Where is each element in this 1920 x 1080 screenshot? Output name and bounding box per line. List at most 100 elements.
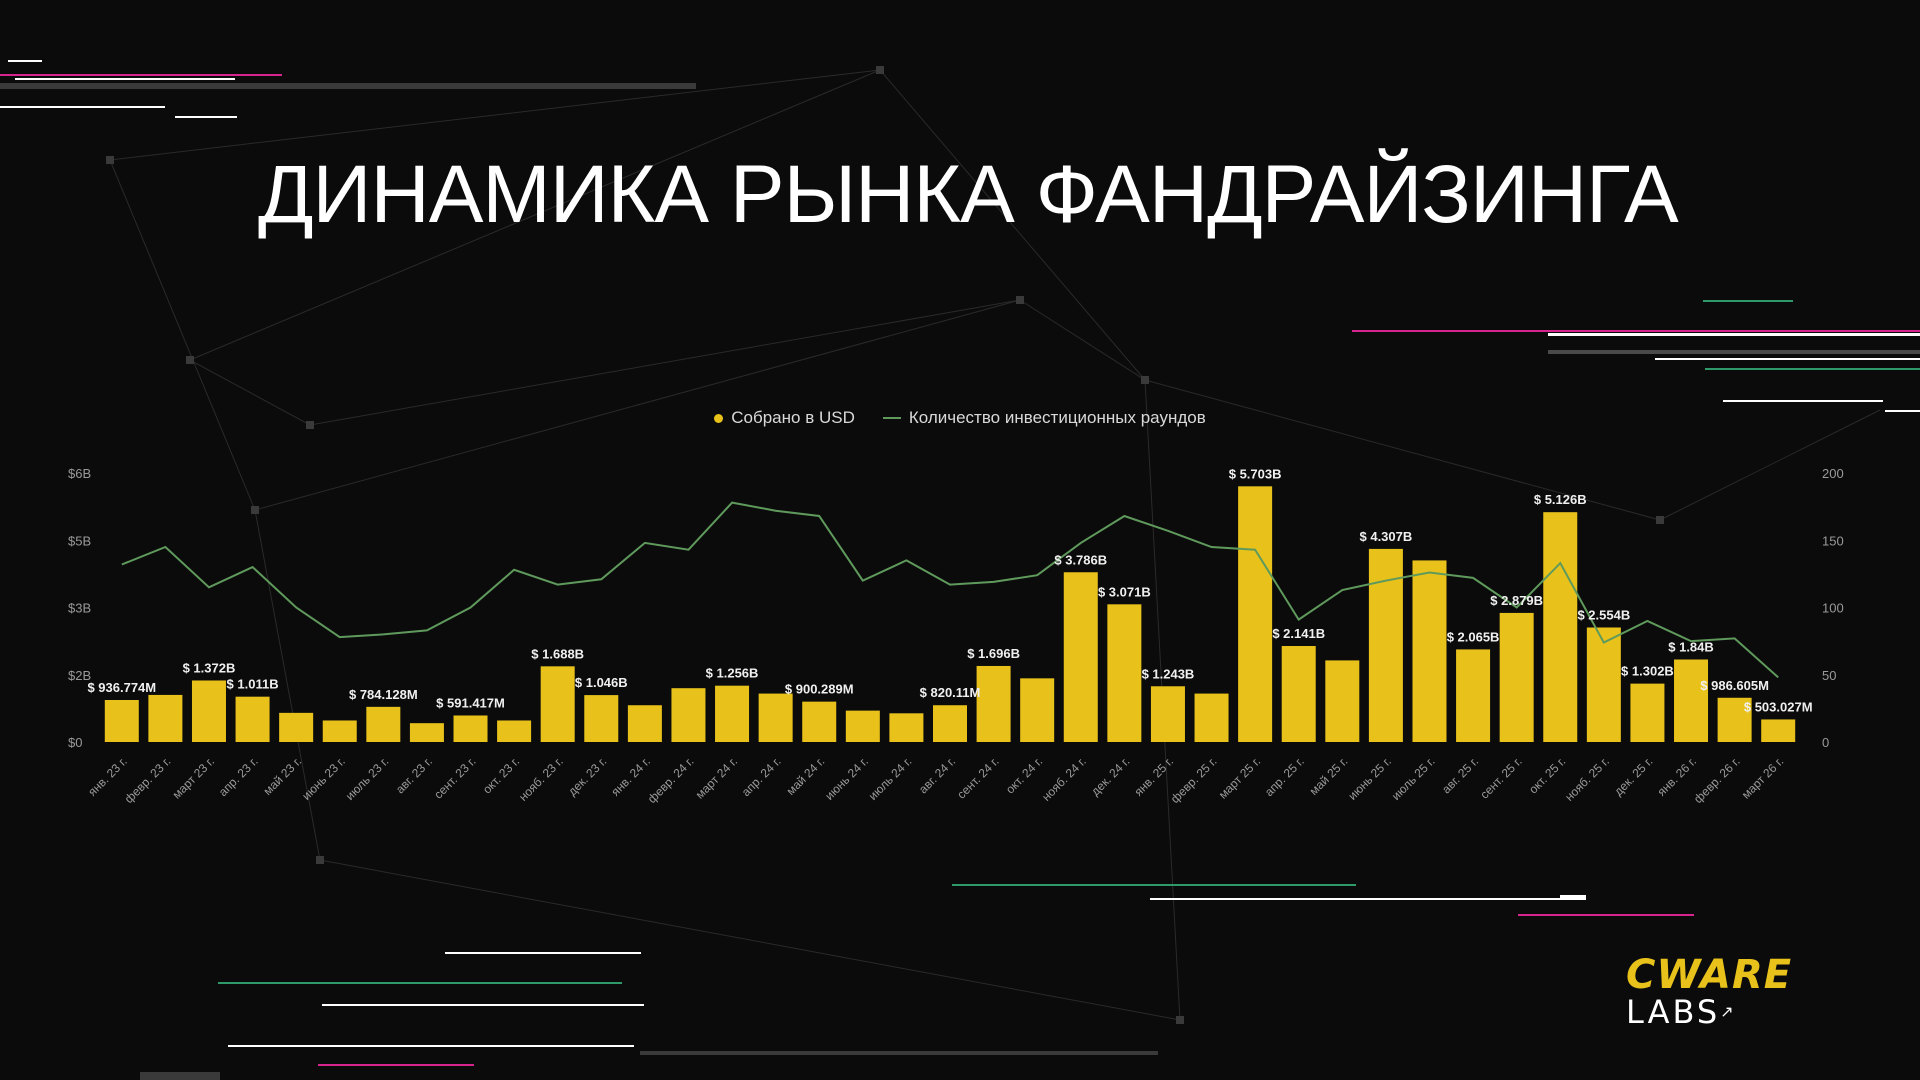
bar [497,720,532,742]
x-tick-label: окт. 25 г. [1526,754,1568,796]
x-tick-label: сент. 25 г. [1477,754,1524,801]
bar-data-label: $ 2.554B [1577,607,1630,622]
bar-data-label: $ 3.071B [1098,584,1151,599]
x-tick-label: янв. 24 г. [608,754,653,799]
bar [1543,512,1578,742]
bar [1717,697,1752,742]
bar [671,688,706,742]
bar-data-label: $ 2.879B [1490,593,1543,608]
bar [235,696,270,742]
x-tick-label: янв. 23 г. [85,754,130,799]
x-tick-label: авг. 25 г. [1439,754,1481,796]
bar-data-label: $ 591.417M [436,695,505,710]
bar [758,693,793,742]
bar-data-label: $ 1.011B [227,677,279,692]
logo-wordmark: CWARE [1626,952,1793,998]
y-right-tick-label: 100 [1822,601,1844,616]
bar-data-label: $ 1.372B [183,660,236,675]
bar-data-label: $ 1.696B [967,646,1020,661]
chart-legend: Собрано в USD Количество инвестиционных … [0,408,1920,428]
x-tick-label: июль 24 г. [866,754,915,803]
bar-data-label: $ 4.307B [1360,529,1413,544]
x-tick-label: февр. 26 г. [1691,754,1743,806]
x-tick-label: авг. 23 г. [393,754,435,796]
bar-data-label: $ 1.302B [1621,664,1674,679]
bar-data-label: $ 1.688B [531,646,584,661]
bar [453,715,488,742]
bar [715,685,750,742]
bar [1630,683,1665,742]
bar [1412,560,1447,742]
bar-data-label: $ 2.141B [1272,626,1325,641]
bar [1238,486,1273,742]
arrow-up-right-icon: ↗ [1720,1002,1737,1021]
y-left-tick-label: $6B [68,466,91,481]
bar [409,723,444,742]
y-left-tick-label: $3B [68,601,91,616]
bar-data-label: $ 1.84B [1668,640,1714,655]
x-tick-label: нояб. 24 г. [1039,754,1089,804]
x-tick-label: март 25 г. [1216,754,1263,801]
bar-data-label: $ 986.605M [1700,678,1769,693]
x-tick-label: окт. 24 г. [1003,754,1045,796]
bar [540,666,575,742]
x-tick-label: янв. 26 г. [1655,754,1700,799]
bar-data-label: $ 3.786B [1054,552,1107,567]
x-tick-label: февр. 24 г. [645,754,697,806]
bar [889,713,924,742]
x-tick-label: сент. 24 г. [954,754,1001,801]
logo-subtitle: LABS↗ [1626,995,1792,1029]
x-tick-label: июль 25 г. [1389,754,1438,803]
x-tick-label: февр. 25 г. [1168,754,1220,806]
y-left-tick-label: $0 [68,735,82,750]
x-tick-label: июнь 24 г. [822,754,871,803]
bar [1586,627,1621,742]
legend-item-line: Количество инвестиционных раундов [882,408,1206,428]
x-tick-label: янв. 25 г. [1131,754,1176,799]
y-right-tick-label: 150 [1822,533,1844,548]
bar [933,705,967,742]
bar [802,701,837,742]
x-tick-label: июль 23 г. [343,754,392,803]
bar [148,694,183,742]
bar [845,710,880,742]
bar [1150,686,1185,742]
x-tick-label: февр. 23 г. [122,754,174,806]
y-left-tick-label: $2B [68,668,91,683]
bar [1761,719,1796,742]
rounds-count-line [121,501,1779,679]
bar [1456,649,1491,742]
legend-line-icon [882,417,901,419]
legend-item-bars: Собрано в USD [714,408,855,428]
bar [322,720,357,742]
bar [584,695,619,742]
x-tick-label: март 24 г. [693,754,740,801]
x-tick-label: нояб. 25 г. [1562,754,1612,804]
x-tick-label: сент. 23 г. [431,754,478,801]
bar [1020,678,1055,742]
x-tick-label: дек. 24 г. [1088,754,1132,798]
x-tick-label: апр. 25 г. [1262,754,1307,799]
bar-data-label: $ 2.065B [1447,629,1500,644]
y-left-tick-label: $5B [68,533,91,548]
bar [1063,572,1098,742]
x-tick-label: май 24 г. [784,754,828,798]
x-tick-label: март 23 г. [170,754,217,801]
bar [976,665,1011,742]
bar-data-label: $ 900.289M [785,682,854,697]
bar [627,705,662,742]
x-tick-label: авг. 24 г. [916,754,958,796]
y-right-tick-label: 0 [1822,735,1829,750]
x-tick-label: май 23 г. [261,754,305,798]
bar-data-label: $ 1.256B [706,666,759,681]
y-right-tick-label: 50 [1822,668,1836,683]
x-tick-label: июнь 23 г. [299,754,348,803]
bar [104,700,139,742]
bar-data-label: $ 784.128M [349,687,418,702]
x-tick-label: нояб. 23 г. [516,754,566,804]
x-tick-label: май 25 г. [1307,754,1351,798]
bar [1674,659,1709,742]
x-tick-label: дек. 23 г. [565,754,609,798]
bar [1281,646,1316,742]
